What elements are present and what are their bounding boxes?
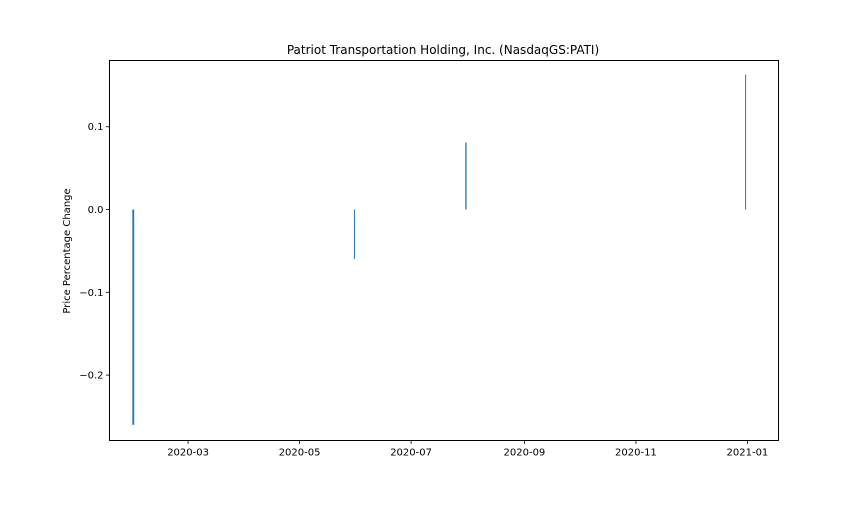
bar-2 (465, 142, 467, 210)
y-axis-label: Price Percentage Change (62, 188, 73, 313)
x-tick-label-3: 2020-09 (504, 448, 546, 459)
bar-1 (353, 209, 355, 260)
bars-layer (132, 74, 747, 425)
bar-0 (132, 209, 135, 425)
y-tick-label-3: 0.1 (88, 122, 104, 133)
x-tick-label-4: 2020-11 (615, 448, 657, 459)
ticks-layer: 2020-03 2020-05 2020-07 2020-09 2020-11 2021-… (79, 122, 768, 458)
x-tick-label-5: 2021-01 (727, 448, 769, 459)
y-tick-label-2: 0.0 (88, 205, 104, 216)
x-tick-label-2: 2020-07 (390, 448, 432, 459)
y-tick-label-0: −0.2 (79, 371, 103, 382)
x-tick-label-1: 2020-05 (279, 448, 321, 459)
y-tick-label-1: −0.1 (79, 288, 103, 299)
plot-frame (109, 60, 779, 441)
bar-3 (745, 74, 747, 210)
chart-title: Patriot Transportation Holding, Inc. (Na… (287, 43, 599, 57)
x-tick-label-0: 2020-03 (167, 448, 209, 459)
